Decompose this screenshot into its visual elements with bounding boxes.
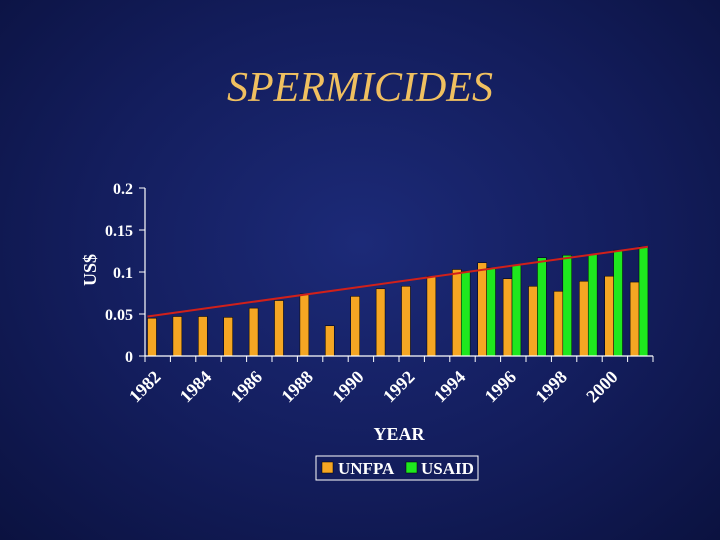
bar-usaid-2001	[638, 246, 649, 357]
x-tick-label: 1994	[430, 367, 470, 407]
legend-frame	[315, 455, 479, 481]
bar-usaid-1996	[511, 265, 522, 357]
y-axis-label: US$	[80, 254, 100, 286]
bar-unfpa-1984	[198, 316, 208, 357]
x-tick-label: 1984	[176, 367, 216, 407]
x-axis: 1982 1984 1986 1988 1990 1992 1994 1996 1998 2000	[125, 355, 654, 407]
bar-unfpa-1986	[248, 307, 259, 357]
legend-swatch-unfpa	[321, 461, 334, 474]
x-tick-label: 1990	[328, 367, 368, 407]
bar-unfpa-1996	[502, 278, 513, 357]
x-tick-label: 1996	[481, 367, 521, 407]
x-tick-label: 2000	[582, 367, 622, 407]
bar-unfpa-1985	[223, 317, 233, 357]
bar-usaid-1998	[562, 254, 572, 357]
y-tick-label: 0.1	[113, 265, 133, 282]
bar-unfpa-1992	[401, 286, 411, 357]
x-tick-label: 1986	[227, 367, 267, 407]
bar-unfpa-1989	[325, 325, 335, 357]
y-tick-label: 0.05	[105, 307, 133, 324]
bar-usaid-1999	[587, 254, 598, 357]
bar-unfpa-1982	[147, 317, 157, 357]
bar-unfpa-1990	[350, 296, 360, 357]
y-tick-label: 0.15	[105, 223, 133, 240]
x-tick-label: 1982	[125, 367, 165, 407]
y-tick-label: 0.2	[113, 181, 133, 198]
bar-unfpa-1997	[528, 286, 538, 357]
bar-unfpa-1987	[274, 300, 284, 357]
bar-unfpa-1994	[452, 269, 462, 357]
bar-usaid-1994	[460, 270, 471, 357]
bar-unfpa-1995	[477, 262, 487, 357]
bar-usaid-1997	[537, 257, 547, 357]
y-tick-label: 0	[125, 349, 133, 366]
bar-unfpa-1998	[553, 291, 564, 357]
bar-unfpa-2001	[629, 281, 640, 357]
bar-unfpa-1991	[375, 288, 386, 357]
y-axis: 0 0.05 0.1 0.15 0.2	[105, 181, 146, 366]
chart-title: SPERMICIDES	[227, 65, 493, 111]
bar-unfpa-1988	[299, 293, 310, 357]
bar-unfpa-1993	[426, 275, 437, 357]
bar-usaid-1995	[486, 267, 496, 357]
trendline	[147, 245, 649, 318]
legend: UNFPA USAID	[315, 455, 479, 481]
bar-unfpa-1999	[579, 280, 589, 357]
legend-label-unfpa: UNFPA	[338, 459, 395, 478]
x-tick-label: 1992	[379, 367, 419, 407]
legend-swatch-usaid	[405, 461, 418, 474]
bar-unfpa-2000	[604, 275, 614, 357]
x-tick-label: 1988	[277, 367, 317, 407]
x-tick-label: 1998	[531, 367, 571, 407]
trendline-group	[147, 245, 649, 318]
x-axis-label: YEAR	[373, 424, 425, 444]
legend-label-usaid: USAID	[421, 459, 474, 478]
bars	[147, 246, 649, 357]
bar-usaid-2000	[613, 249, 623, 357]
bar-unfpa-1983	[172, 316, 183, 357]
